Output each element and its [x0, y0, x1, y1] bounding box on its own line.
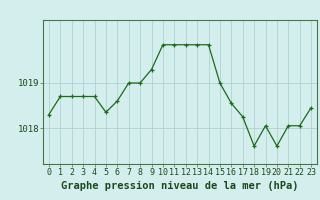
X-axis label: Graphe pression niveau de la mer (hPa): Graphe pression niveau de la mer (hPa)	[61, 181, 299, 191]
